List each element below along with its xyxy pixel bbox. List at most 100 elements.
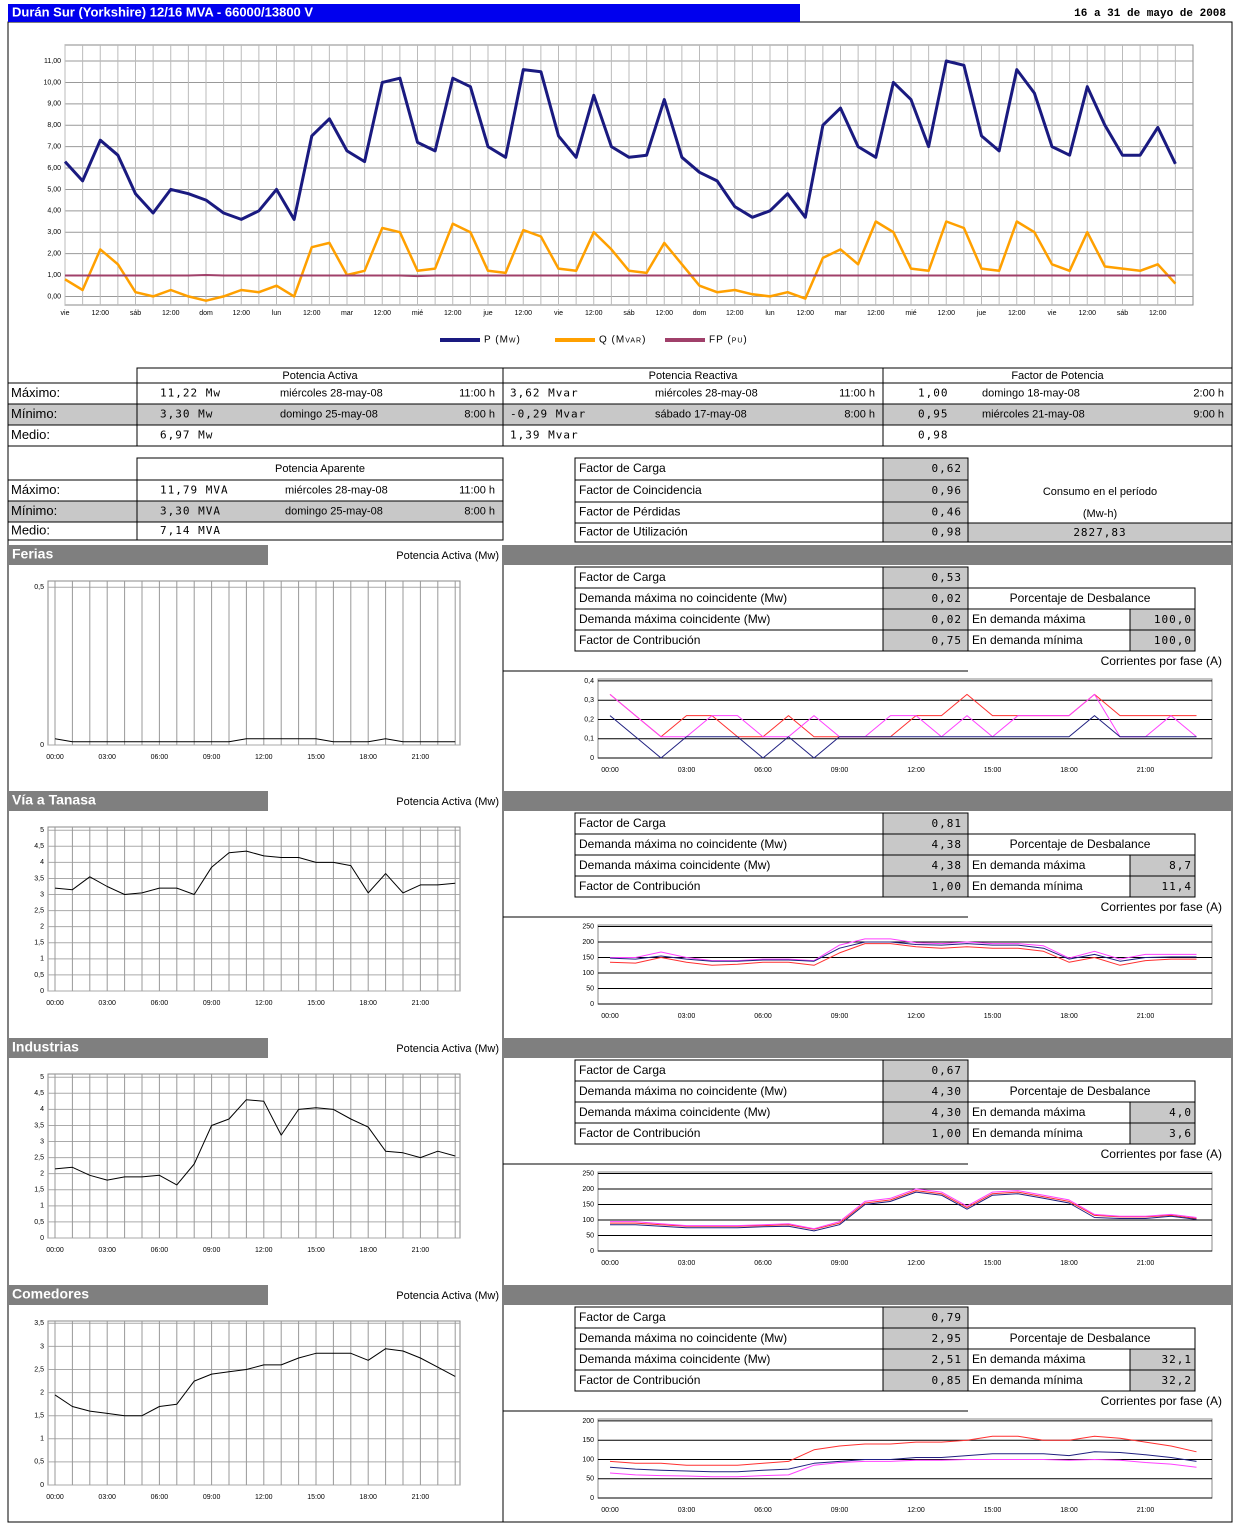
section-title: Comedores xyxy=(12,1286,89,1302)
y-tick-label: 7,00 xyxy=(47,143,61,150)
x-tick-label: jue xyxy=(482,310,492,317)
x-tick-label: 12:00 xyxy=(907,1260,925,1267)
series-line xyxy=(609,693,1197,738)
factor-value: 0,79 xyxy=(932,1311,963,1324)
section-band xyxy=(503,1038,1232,1058)
factor-value: 0,85 xyxy=(932,1374,963,1387)
y-tick-label: 5,00 xyxy=(47,186,61,193)
x-tick-label: 15:00 xyxy=(984,767,1002,774)
x-tick-label: 12:00 xyxy=(444,310,462,317)
x-tick-label: sáb xyxy=(623,310,634,317)
factor-value: 0,53 xyxy=(932,571,963,584)
consumption-value: 2827,83 xyxy=(1073,526,1126,539)
section-band xyxy=(503,791,1232,811)
y-tick-label: 0,5 xyxy=(34,1219,44,1226)
x-tick-label: mié xyxy=(412,310,423,317)
section-title: Industrias xyxy=(12,1039,79,1055)
y-tick-label: 6,00 xyxy=(47,165,61,172)
y-tick-label: 100 xyxy=(582,970,594,977)
y-tick-label: 0,3 xyxy=(584,697,594,704)
row-label: Máximo: xyxy=(11,482,60,497)
y-tick-label: 1,5 xyxy=(34,1187,44,1194)
y-tick-label: 5 xyxy=(40,1074,44,1081)
x-tick-label: mar xyxy=(341,310,354,317)
x-tick-label: 18:00 xyxy=(359,1494,377,1501)
x-tick-label: sáb xyxy=(130,310,141,317)
x-tick-label: 03:00 xyxy=(98,1000,116,1007)
x-tick-label: 03:00 xyxy=(98,754,116,761)
x-tick-label: 06:00 xyxy=(754,1507,772,1514)
y-tick-label: 3 xyxy=(40,1343,44,1350)
row-label: Medio: xyxy=(11,522,50,537)
y-tick-label: 50 xyxy=(586,1476,594,1483)
section-band xyxy=(8,1038,268,1058)
x-tick-label: lun xyxy=(272,310,281,317)
imbalance-label: En demanda mínima xyxy=(972,633,1083,647)
cell-date: miércoles 28-may-08 xyxy=(280,387,383,399)
y-tick-label: 3,00 xyxy=(47,229,61,236)
cell-date: miércoles 21-may-08 xyxy=(982,408,1085,420)
x-tick-label: 18:00 xyxy=(359,754,377,761)
section-band xyxy=(8,545,268,565)
imbalance-label: En demanda máxima xyxy=(972,858,1086,872)
x-tick-label: 12:00 xyxy=(255,1247,273,1254)
factor-label: Factor de Utilización xyxy=(579,525,688,539)
factor-value: 0,96 xyxy=(932,484,963,497)
chart-label: Potencia Activa (Mw) xyxy=(396,550,499,562)
imbalance-value-cell xyxy=(1129,629,1196,652)
cell-hour: 11:00 h xyxy=(839,387,875,399)
consumption-label: Consumo en el período xyxy=(1043,486,1157,498)
chart-label: Potencia Activa (Mw) xyxy=(396,1290,499,1302)
section-title: Ferias xyxy=(12,546,53,562)
factor-label: Factor de Contribución xyxy=(579,1126,700,1140)
y-tick-label: 3 xyxy=(40,891,44,898)
factor-label: Demanda máxima coincidente (Mw) xyxy=(579,858,770,872)
x-tick-label: 00:00 xyxy=(601,767,619,774)
plot-frame xyxy=(47,826,461,992)
x-tick-label: 18:00 xyxy=(1060,1260,1078,1267)
cell-hour: 2:00 h xyxy=(1193,387,1224,399)
factor-label: Demanda máxima coincidente (Mw) xyxy=(579,1352,770,1366)
x-tick-label: 09:00 xyxy=(203,1494,221,1501)
table-cell xyxy=(136,521,504,541)
x-tick-label: 12:00 xyxy=(255,754,273,761)
x-tick-label: 00:00 xyxy=(46,1247,64,1254)
y-tick-label: 1,5 xyxy=(34,1413,44,1420)
series-line xyxy=(65,274,1176,278)
y-tick-label: 0 xyxy=(40,742,44,749)
x-tick-label: 12:00 xyxy=(585,310,603,317)
x-tick-label: 03:00 xyxy=(98,1494,116,1501)
x-tick-label: 12:00 xyxy=(907,1507,925,1514)
x-tick-label: 09:00 xyxy=(831,1260,849,1267)
factor-label: Demanda máxima no coincidente (Mw) xyxy=(579,837,787,851)
series-line xyxy=(609,693,1197,738)
factor-value: 0,75 xyxy=(932,634,963,647)
x-tick-label: vie xyxy=(554,310,563,317)
y-tick-label: 1,5 xyxy=(34,940,44,947)
column-header: Factor de Potencia xyxy=(1011,370,1104,382)
x-tick-label: 03:00 xyxy=(678,1013,696,1020)
column-header: Potencia Aparente xyxy=(275,463,365,475)
factor-value: 1,00 xyxy=(932,880,963,893)
cell-date: miércoles 28-may-08 xyxy=(655,387,758,399)
plot-frame xyxy=(597,924,1213,1005)
x-tick-label: 00:00 xyxy=(601,1260,619,1267)
y-tick-label: 8,00 xyxy=(47,122,61,129)
y-tick-label: 100 xyxy=(582,1217,594,1224)
factor-value: 1,00 xyxy=(932,1127,963,1140)
x-tick-label: 15:00 xyxy=(307,1247,325,1254)
y-tick-label: 50 xyxy=(586,1232,594,1239)
factor-value: 0,46 xyxy=(932,506,963,519)
x-tick-label: mar xyxy=(834,310,847,317)
row-label: Mínimo: xyxy=(11,503,57,518)
imbalance-label: En demanda máxima xyxy=(972,612,1086,626)
y-tick-label: 3,5 xyxy=(34,1122,44,1129)
factor-value: 0,98 xyxy=(932,526,963,539)
x-tick-label: 12:00 xyxy=(1078,310,1096,317)
x-tick-label: 03:00 xyxy=(678,767,696,774)
series-line xyxy=(610,1191,1197,1232)
factor-value: 0,02 xyxy=(932,613,963,626)
cell-value: 6,97 Mw xyxy=(160,429,213,442)
y-tick-label: 1 xyxy=(40,956,44,963)
